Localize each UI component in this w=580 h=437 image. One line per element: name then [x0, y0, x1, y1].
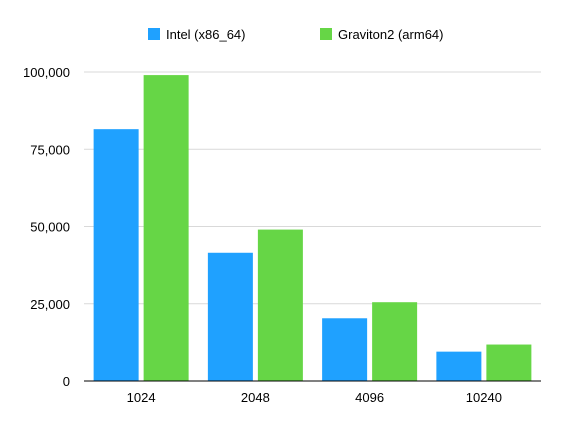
- y-tick-label: 100,000: [23, 65, 70, 80]
- bar-graviton-1024: [143, 75, 189, 381]
- legend-label-intel: Intel (x86_64): [166, 27, 246, 42]
- y-tick-label: 25,000: [30, 297, 70, 312]
- x-tick-label: 4096: [355, 390, 384, 405]
- legend-label-graviton: Graviton2 (arm64): [338, 27, 443, 42]
- bar-graviton-4096: [372, 302, 418, 381]
- y-tick-label: 0: [63, 374, 70, 389]
- bar-intel-4096: [322, 318, 368, 381]
- legend-swatch-graviton: [320, 28, 332, 40]
- bar-graviton-10240: [486, 344, 532, 381]
- bar-intel-10240: [436, 351, 482, 381]
- bar-graviton-2048: [257, 229, 303, 381]
- y-tick-label: 50,000: [30, 220, 70, 235]
- bar-intel-2048: [207, 252, 253, 381]
- x-tick-label: 2048: [241, 390, 270, 405]
- legend: Intel (x86_64) Graviton2 (arm64): [148, 27, 443, 42]
- x-tick-label: 10240: [466, 390, 502, 405]
- x-tick-label: 1024: [127, 390, 156, 405]
- legend-swatch-intel: [148, 28, 160, 40]
- bar-intel-1024: [93, 129, 139, 381]
- x-axis-ticks: 1024 2048 4096 10240: [127, 390, 502, 405]
- y-axis-ticks: 0 25,000 50,000 75,000 100,000: [23, 65, 70, 389]
- y-tick-label: 75,000: [30, 142, 70, 157]
- bars: [93, 75, 532, 381]
